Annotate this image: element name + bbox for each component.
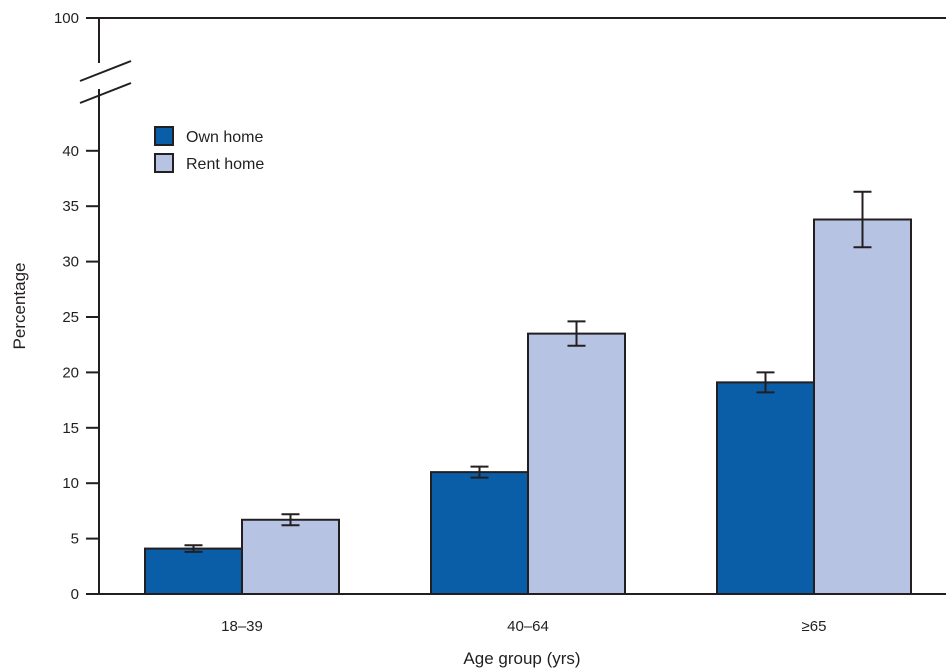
legend-label: Own home <box>186 129 263 146</box>
error-bars <box>184 190 872 553</box>
y-axis-title: Percentage <box>10 263 29 350</box>
legend: Own home Rent home <box>154 126 264 173</box>
y-tick-label: 35 <box>62 198 79 215</box>
axis-break-mark <box>79 82 132 104</box>
y-tick-label: 15 <box>62 420 79 437</box>
legend-swatch <box>154 153 174 173</box>
legend-label: Rent home <box>186 156 264 173</box>
bar <box>527 332 626 595</box>
y-tick-label: 100 <box>54 10 79 27</box>
bar <box>430 471 529 595</box>
legend-swatch <box>154 126 174 146</box>
x-tick-label: 18–39 <box>221 618 263 635</box>
bar <box>241 518 340 595</box>
y-tick-label: 40 <box>62 143 79 160</box>
y-tick-label: 25 <box>62 309 79 326</box>
bar <box>144 547 243 596</box>
bar <box>813 218 912 595</box>
x-tick-label: ≥65 <box>802 618 827 635</box>
y-tick-label: 0 <box>71 586 79 603</box>
x-axis: 18–39 40–64 ≥65 <box>99 593 946 635</box>
y-tick-label: 10 <box>62 475 79 492</box>
y-axis: 0 5 10 15 20 25 30 35 40 100 <box>54 10 946 603</box>
x-axis-title: Age group (yrs) <box>463 649 580 668</box>
x-tick-label: 40–64 <box>507 618 549 635</box>
y-tick-label: 20 <box>62 364 79 381</box>
bar <box>716 381 815 596</box>
y-tick-label: 30 <box>62 254 79 271</box>
axis-break-mark <box>79 60 132 82</box>
bars <box>144 218 912 596</box>
y-tick-label: 5 <box>71 531 79 548</box>
